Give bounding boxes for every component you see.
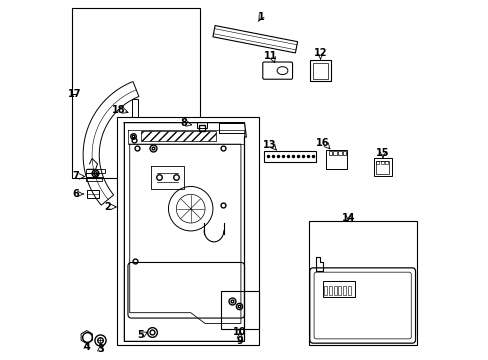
Bar (309, 60, 330, 81)
Bar (376, 161, 388, 174)
Text: 2: 2 (104, 202, 111, 212)
Bar (325, 149, 346, 169)
Text: 18: 18 (111, 105, 125, 115)
Bar (373, 158, 391, 176)
Text: 13: 13 (263, 140, 276, 150)
Text: 8: 8 (180, 118, 186, 128)
Bar (86, 190, 99, 198)
Bar (85, 177, 102, 181)
Bar (333, 151, 336, 155)
Bar (221, 291, 258, 329)
Bar (264, 150, 316, 162)
Bar (117, 117, 258, 345)
Bar (380, 161, 383, 164)
Bar (140, 131, 215, 141)
Text: 17: 17 (67, 89, 81, 99)
Bar (324, 286, 326, 295)
Text: 5: 5 (137, 330, 143, 340)
Text: 15: 15 (375, 148, 389, 158)
Text: 16: 16 (315, 138, 329, 148)
Bar (328, 151, 332, 155)
Bar (312, 63, 327, 78)
Text: 4: 4 (83, 342, 90, 352)
Text: 12: 12 (313, 48, 326, 58)
Bar (333, 286, 336, 295)
Bar (322, 282, 354, 297)
Bar (308, 221, 416, 345)
Bar (131, 99, 138, 132)
Text: 14: 14 (341, 213, 354, 222)
Bar (342, 151, 346, 155)
Bar (347, 286, 350, 295)
Bar (343, 286, 346, 295)
Bar (85, 173, 97, 177)
Bar (376, 161, 379, 164)
Text: 6: 6 (72, 189, 79, 199)
Bar (384, 161, 387, 164)
Text: 3: 3 (97, 344, 103, 354)
Bar (337, 151, 341, 155)
Bar (72, 8, 199, 178)
Text: 9: 9 (236, 336, 243, 346)
Text: 10: 10 (233, 327, 246, 337)
Text: 7: 7 (72, 171, 79, 181)
Text: 11: 11 (264, 51, 277, 61)
Bar (338, 286, 341, 295)
Text: 1: 1 (258, 12, 264, 22)
Bar (196, 122, 206, 128)
Bar (328, 286, 331, 295)
Bar (85, 168, 105, 173)
